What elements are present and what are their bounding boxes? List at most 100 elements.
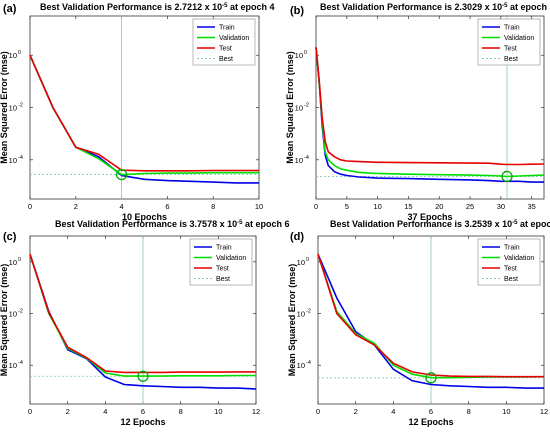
x-tick-label: 4: [120, 202, 124, 211]
chart-title: Best Validation Performance is 3.2539 x …: [330, 219, 550, 229]
legend-label-best: Best: [504, 56, 518, 63]
legend-label-validation: Validation: [216, 255, 246, 262]
panel-c: (c) Best Validation Performance is 3.7578…: [0, 219, 289, 427]
panel-a: (a) Best Validation Performance is 2.7212…: [0, 2, 274, 222]
x-tick-label: 6: [165, 202, 169, 211]
y-tick-label: 10: [297, 258, 305, 267]
x-tick-label: 10: [214, 407, 222, 416]
y-tick-label: 10: [9, 51, 17, 60]
y-tick-exponent: 0: [18, 50, 21, 56]
x-tick-label: 6: [429, 407, 433, 416]
y-tick-label: 10: [9, 104, 17, 113]
legend-label-train: Train: [216, 245, 232, 252]
y-tick-exponent: 0: [304, 50, 307, 56]
x-tick-label: 30: [497, 202, 505, 211]
x-tick-label: 8: [179, 407, 183, 416]
y-axis-label: Mean Squared Error (mse): [287, 264, 297, 377]
best-marker: [115, 168, 128, 181]
series-line-train: [317, 253, 544, 389]
legend-label-test: Test: [216, 266, 229, 273]
x-axis-label: 10 Epochs: [122, 212, 167, 222]
chart-title: Best Validation Performance is 2.3029 x …: [320, 2, 550, 12]
x-tick-label: 2: [354, 407, 358, 416]
legend-label-train: Train: [504, 25, 520, 32]
y-tick-exponent: 0: [18, 257, 21, 263]
panel-label: (d): [290, 231, 304, 243]
chart-title: Best Validation Performance is 2.7212 x …: [40, 2, 274, 12]
chart-title: Best Validation Performance is 3.7578 x …: [55, 219, 289, 229]
y-tick-exponent: -4: [18, 360, 23, 366]
y-tick-exponent: -2: [304, 103, 309, 109]
x-tick-label: 0: [28, 202, 32, 211]
panel-label: (b): [290, 5, 304, 17]
y-tick-exponent: 0: [306, 257, 309, 263]
legend: Train Validation Test Best: [189, 238, 253, 286]
y-tick-exponent: -4: [306, 360, 311, 366]
legend-label-best: Best: [216, 276, 230, 283]
legend-label-validation: Validation: [219, 35, 249, 42]
panel-label: (c): [3, 231, 17, 243]
x-tick-label: 12: [252, 407, 260, 416]
x-tick-label: 5: [345, 202, 349, 211]
x-tick-label: 2: [66, 407, 70, 416]
y-tick-exponent: -4: [18, 155, 23, 161]
x-tick-label: 12: [540, 407, 548, 416]
x-tick-label: 0: [28, 407, 32, 416]
legend-label-best: Best: [504, 276, 518, 283]
y-tick-exponent: -2: [18, 103, 23, 109]
legend: Train Validation Test Best: [477, 238, 541, 286]
legend-label-train: Train: [504, 245, 520, 252]
legend: Train Validation Test Best: [192, 18, 256, 66]
y-axis-label: Mean Squared Error (mse): [0, 264, 9, 377]
legend-label-validation: Validation: [504, 35, 534, 42]
x-tick-label: 8: [211, 202, 215, 211]
best-marker: [501, 170, 513, 183]
series-line-train: [29, 253, 257, 390]
x-tick-label: 0: [314, 202, 318, 211]
y-axis-label: Mean Squared Error (mse): [0, 51, 9, 164]
x-axis-label: 37 Epochs: [407, 212, 452, 222]
series-line-test: [317, 253, 544, 378]
y-tick-label: 10: [297, 361, 305, 370]
y-tick-exponent: -2: [18, 309, 23, 315]
x-tick-label: 4: [103, 407, 107, 416]
legend-label-test: Test: [504, 46, 517, 53]
legend-label-test: Test: [219, 46, 232, 53]
series-line-test: [29, 253, 256, 374]
series-line-test: [315, 47, 545, 166]
y-tick-label: 10: [9, 310, 17, 319]
x-tick-label: 20: [435, 202, 443, 211]
legend-label-validation: Validation: [504, 255, 534, 262]
x-tick-label: 2: [74, 202, 78, 211]
x-axis-label: 12 Epochs: [408, 417, 453, 427]
legend: Train Validation Test Best: [477, 18, 541, 66]
best-marker: [425, 372, 437, 384]
x-tick-label: 4: [391, 407, 395, 416]
x-axis-label: 12 Epochs: [120, 417, 165, 427]
x-tick-label: 10: [502, 407, 510, 416]
series-line-test: [29, 54, 259, 172]
panel-label: (a): [3, 3, 17, 15]
legend-label-train: Train: [219, 25, 235, 32]
x-tick-label: 15: [404, 202, 412, 211]
x-tick-label: 10: [255, 202, 263, 211]
panel-b: (b) Best Validation Performance is 2.3029…: [285, 2, 550, 222]
series-line-validation: [29, 253, 256, 377]
series-line-validation: [315, 47, 545, 178]
y-tick-exponent: -2: [306, 309, 311, 315]
y-tick-label: 10: [9, 156, 17, 165]
x-tick-label: 25: [466, 202, 474, 211]
y-axis-label: Mean Squared Error (mse): [285, 51, 295, 164]
x-tick-label: 6: [141, 407, 145, 416]
y-tick-label: 10: [297, 310, 305, 319]
best-marker: [137, 370, 149, 382]
y-tick-label: 10: [295, 156, 303, 165]
legend-label-best: Best: [219, 56, 233, 63]
x-tick-label: 10: [373, 202, 381, 211]
y-tick-label: 10: [295, 51, 303, 60]
x-tick-label: 0: [316, 407, 320, 416]
y-tick-exponent: -4: [304, 155, 309, 161]
y-tick-label: 10: [9, 258, 17, 267]
y-tick-label: 10: [9, 361, 17, 370]
